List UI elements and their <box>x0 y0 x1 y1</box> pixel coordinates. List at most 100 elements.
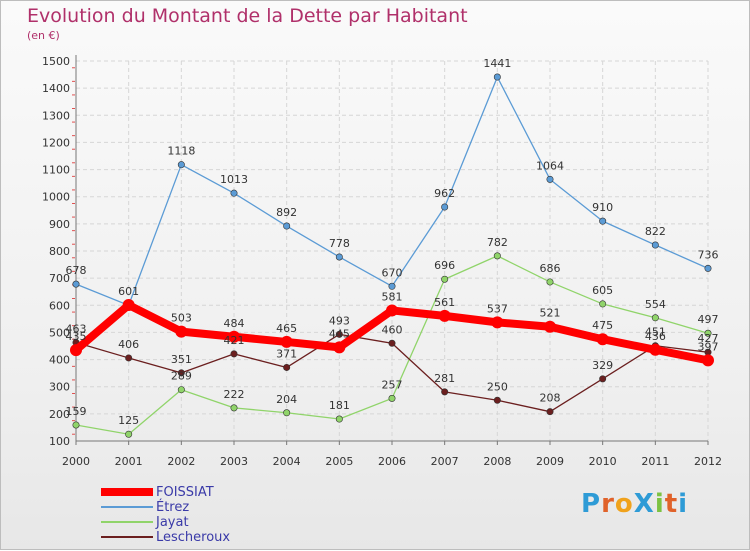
data-point <box>228 330 240 343</box>
legend-label: Lescheroux <box>156 530 231 545</box>
data-label: 181 <box>329 399 350 412</box>
data-label: 465 <box>276 322 297 335</box>
logo-letter: X <box>633 489 655 519</box>
data-point <box>546 175 554 183</box>
data-label: 678 <box>66 264 87 277</box>
data-point <box>599 300 607 308</box>
data-label: 503 <box>171 312 192 325</box>
data-label: 397 <box>698 340 719 353</box>
legend-label: Jayat <box>156 515 189 530</box>
data-label: 670 <box>382 266 403 279</box>
axes: 100 200 300 400 500 600 700 800 900 1000 1100 1200 1… <box>42 55 722 468</box>
x-tick-label: 2002 <box>167 455 195 468</box>
data-label: 406 <box>118 338 139 351</box>
chart-unit: (en €) <box>27 29 60 42</box>
legend-swatch <box>101 506 153 508</box>
data-point <box>493 396 501 404</box>
logo-letter: P <box>581 489 602 519</box>
data-labels: 435 601 503 484 465 445 581 561 537 521 475 436 397 6… <box>66 57 719 427</box>
data-point <box>388 339 396 347</box>
y-tick-label: 300 <box>49 381 70 394</box>
data-label: 554 <box>645 298 666 311</box>
data-label: 484 <box>224 317 245 330</box>
data-point <box>125 354 133 362</box>
y-tick-label: 1100 <box>42 164 70 177</box>
data-point <box>280 335 293 348</box>
x-tick-label: 2003 <box>220 455 248 468</box>
data-point <box>441 203 449 211</box>
data-point <box>177 161 185 169</box>
data-label: 427 <box>698 332 719 345</box>
data-point <box>438 309 451 322</box>
y-tick-label: 800 <box>49 245 70 258</box>
data-point <box>122 299 135 312</box>
grid-lines <box>75 60 709 442</box>
legend-label: FOISSIAT <box>156 485 214 500</box>
data-point <box>283 363 291 371</box>
data-point <box>230 404 238 412</box>
x-tick-label: 2005 <box>325 455 353 468</box>
data-label: 463 <box>66 322 87 335</box>
data-point <box>599 375 607 383</box>
legend-swatch <box>101 488 153 496</box>
x-tick-label: 2009 <box>536 455 564 468</box>
data-label: 257 <box>382 378 403 391</box>
data-point <box>493 252 501 260</box>
x-tick-label: 2004 <box>273 455 301 468</box>
data-point <box>72 421 80 429</box>
data-label: 451 <box>645 326 666 339</box>
x-tick-label: 2010 <box>589 455 617 468</box>
data-point <box>283 409 291 417</box>
x-tick-label: 2008 <box>483 455 511 468</box>
data-point <box>283 222 291 230</box>
logo-letter: r <box>601 489 615 519</box>
data-label: 159 <box>66 405 87 418</box>
data-label: 329 <box>592 359 613 372</box>
y-tick-label: 600 <box>49 299 70 312</box>
y-tick-label: 700 <box>49 272 70 285</box>
data-point <box>388 394 396 402</box>
data-label: 782 <box>487 236 508 249</box>
x-tick-label: 2011 <box>641 455 669 468</box>
data-point <box>493 73 501 81</box>
data-point <box>599 217 607 225</box>
logo-letter: i <box>654 489 665 519</box>
data-point <box>544 320 556 333</box>
data-label: 222 <box>224 388 245 401</box>
data-point <box>651 314 659 322</box>
data-label: 475 <box>592 319 613 332</box>
data-label: 822 <box>645 225 666 238</box>
legend-label: Étrez <box>156 500 190 515</box>
data-point <box>335 330 343 338</box>
y-tick-label: 1300 <box>42 109 70 122</box>
data-label: 778 <box>329 237 350 250</box>
data-point <box>230 189 238 197</box>
data-point <box>72 280 80 288</box>
data-point <box>651 241 659 249</box>
data-label: 605 <box>592 284 613 297</box>
data-label: 289 <box>171 370 192 383</box>
y-tick-label: 1400 <box>42 82 70 95</box>
y-tick-label: 1500 <box>42 55 70 68</box>
data-point <box>177 369 185 377</box>
data-label: 125 <box>118 414 139 427</box>
legend-swatch <box>101 536 153 538</box>
data-point <box>125 430 133 438</box>
data-point <box>704 329 712 337</box>
data-point <box>333 341 346 354</box>
x-tick-label: 2000 <box>62 455 90 468</box>
y-tick-label: 1200 <box>42 136 70 149</box>
y-tick-label: 900 <box>49 218 70 231</box>
data-point <box>335 253 343 261</box>
data-label: 581 <box>382 290 403 303</box>
data-point <box>175 325 188 338</box>
x-tick-label: 2007 <box>431 455 459 468</box>
data-label: 281 <box>434 372 455 385</box>
data-point <box>388 282 396 290</box>
data-label: 561 <box>434 296 455 309</box>
data-label: 521 <box>540 307 561 320</box>
data-point <box>546 278 554 286</box>
data-point <box>386 304 398 317</box>
data-label: 445 <box>329 327 350 340</box>
